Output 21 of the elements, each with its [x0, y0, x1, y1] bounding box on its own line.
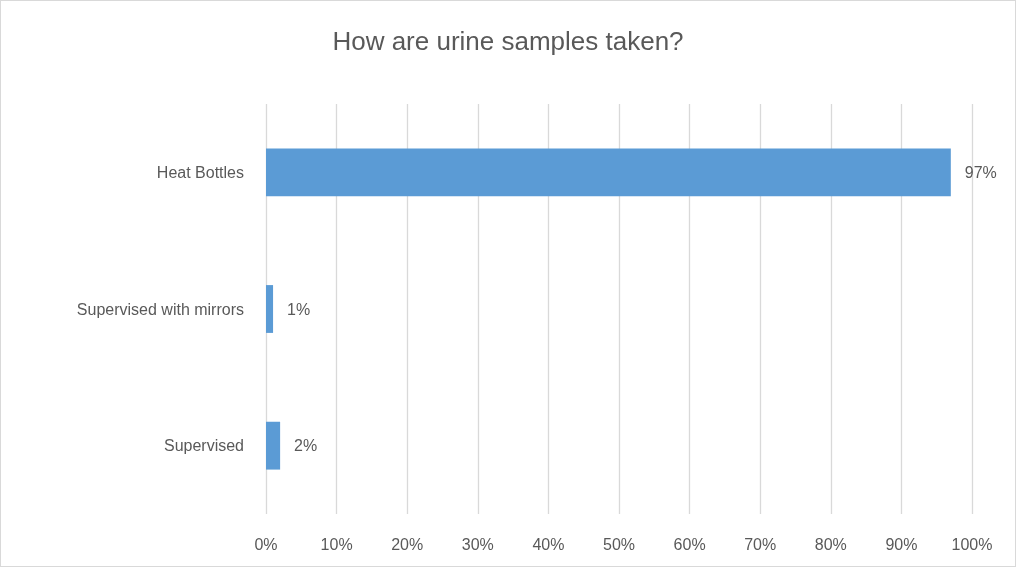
y-tick-label: Heat Bottles — [156, 163, 244, 181]
bar — [266, 148, 951, 197]
x-tick-label: 10% — [320, 535, 353, 553]
x-tick-label: 90% — [885, 535, 918, 553]
bar — [266, 285, 274, 333]
x-tick-label: 60% — [673, 535, 706, 553]
data-label: 97% — [964, 163, 997, 181]
data-label: 1% — [287, 300, 311, 318]
y-tick-label: Supervised with mirrors — [76, 300, 244, 318]
x-tick-label: 20% — [391, 535, 424, 553]
x-tick-label: 40% — [532, 535, 565, 553]
data-label: 2% — [294, 437, 318, 455]
x-tick-label: 30% — [461, 535, 494, 553]
bar — [266, 421, 281, 470]
y-tick-label: Supervised — [163, 437, 244, 455]
x-tick-label: 100% — [951, 535, 993, 553]
x-tick-label: 80% — [814, 535, 847, 553]
chart-title: How are urine samples taken? — [332, 26, 684, 56]
x-tick-label: 70% — [744, 535, 777, 553]
x-tick-label: 50% — [602, 535, 636, 553]
x-tick-label: 0% — [254, 535, 278, 553]
